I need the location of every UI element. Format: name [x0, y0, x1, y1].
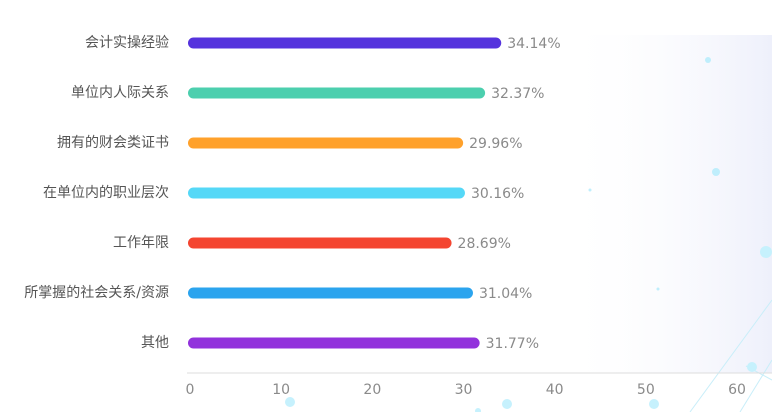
bar [188, 287, 473, 299]
value-label: 34.14% [507, 36, 560, 52]
category-label: 单位内人际关系 [71, 85, 169, 101]
value-label: 32.37% [491, 86, 544, 102]
bar [188, 337, 480, 349]
bar [188, 187, 465, 199]
category-label: 在单位内的职业层次 [43, 185, 169, 201]
category-label: 工作年限 [113, 235, 169, 251]
background-decoration [285, 35, 772, 412]
bar [188, 87, 486, 99]
x-tick-label: 50 [637, 382, 655, 398]
bar [188, 137, 464, 149]
x-tick-label: 10 [272, 382, 290, 398]
value-label: 29.96% [469, 136, 522, 152]
x-axis-ticks: 0 10 20 30 40 50 60 [186, 382, 746, 398]
bars-group: 会计实操经验 34.14% 单位内人际关系 32.37% 拥有的财会类证书 29.96% 在… [24, 35, 560, 352]
value-label: 28.69% [458, 236, 511, 252]
category-label: 会计实操经验 [85, 35, 169, 51]
x-tick-label: 30 [455, 382, 473, 398]
bar [188, 37, 502, 49]
category-label: 所掌握的社会关系/资源 [24, 285, 169, 301]
category-label: 其他 [141, 335, 169, 351]
x-tick-label: 0 [186, 382, 195, 398]
x-tick-label: 60 [728, 382, 746, 398]
value-label: 31.77% [486, 336, 539, 352]
value-label: 31.04% [479, 286, 532, 302]
x-tick-label: 40 [546, 382, 564, 398]
category-label: 拥有的财会类证书 [57, 135, 169, 151]
value-label: 30.16% [471, 186, 524, 202]
bar [188, 237, 452, 249]
x-tick-label: 20 [363, 382, 381, 398]
